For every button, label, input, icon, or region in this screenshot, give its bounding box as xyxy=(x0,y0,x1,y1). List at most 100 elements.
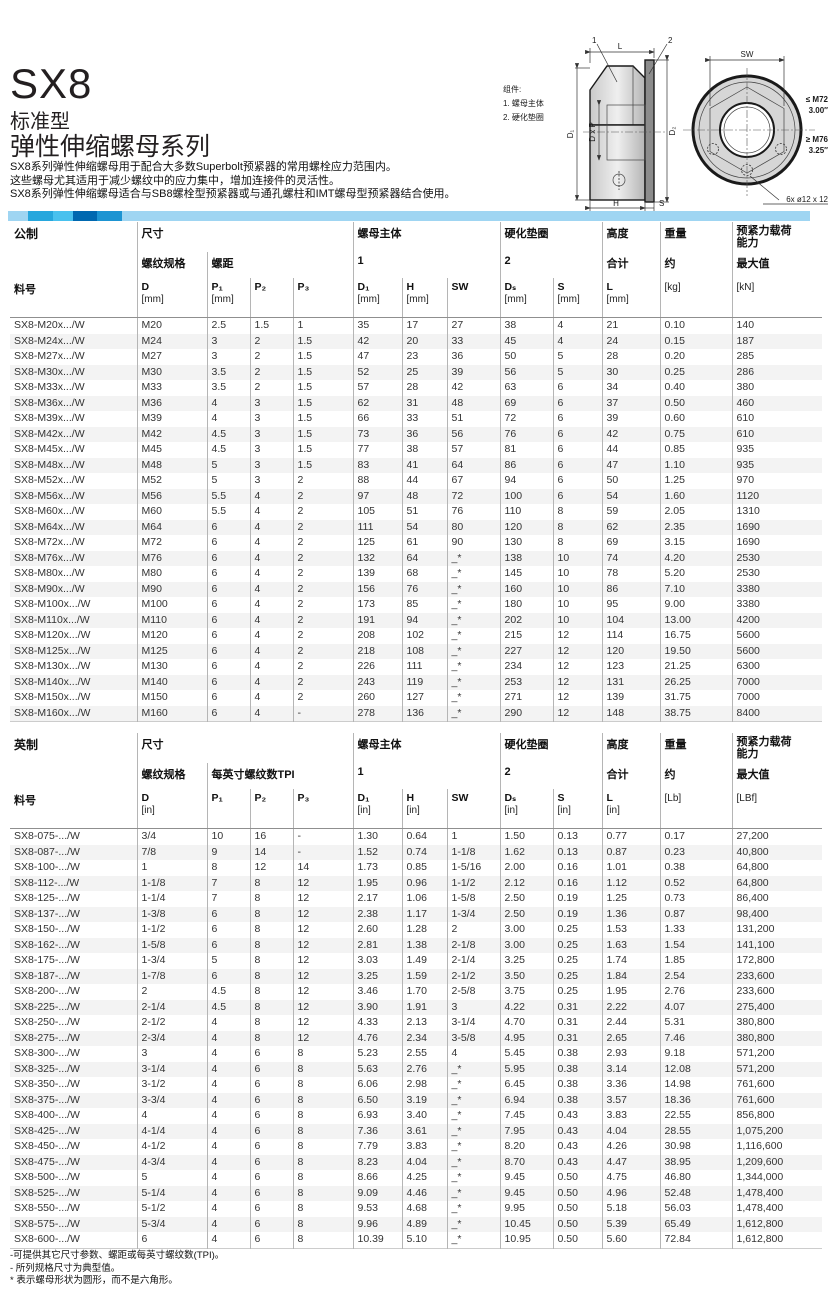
cell: M140 xyxy=(136,674,207,690)
cell: 4.68 xyxy=(401,1201,447,1217)
cell: 44 xyxy=(401,473,447,489)
cell: 0.38 xyxy=(552,1061,603,1077)
cell: 48 xyxy=(446,395,501,411)
cell: 6 xyxy=(206,581,250,597)
cell: 6 xyxy=(206,535,250,551)
cell: 41 xyxy=(401,457,447,473)
part-number-cell: SX8-M24x.../W xyxy=(14,334,85,347)
cell: 8 xyxy=(249,953,293,969)
cell: 5 xyxy=(206,473,250,489)
cell: 3.40 xyxy=(401,1108,447,1124)
cell: 13.00 xyxy=(659,612,733,628)
cell: 95 xyxy=(601,597,661,613)
cell: 2.93 xyxy=(601,1046,661,1062)
cell: _* xyxy=(446,1216,501,1232)
cell: 12 xyxy=(292,906,353,922)
cell: 6 xyxy=(206,906,250,922)
cell: 98,400 xyxy=(731,906,823,922)
table-row: SX8-M76x.../W M76 6 4 2 132 64 _* 138 10 74 4.20 253… xyxy=(10,550,823,566)
cell: 0.16 xyxy=(552,860,603,876)
cell: 243 xyxy=(352,674,402,690)
cell: 4 xyxy=(206,1108,250,1124)
cell: M20 xyxy=(136,317,207,334)
cell: 0.25 xyxy=(552,953,603,969)
cell: 12 xyxy=(292,891,353,907)
cell: 1-3/8 xyxy=(136,906,207,922)
cell: 2 xyxy=(249,333,293,349)
cell: 0.43 xyxy=(552,1123,603,1139)
cell: 38 xyxy=(499,317,554,334)
cell: 0.87 xyxy=(659,906,733,922)
part-number-cell: SX8-125-.../W xyxy=(14,892,80,904)
subheader-weight-approx: 约 xyxy=(659,252,733,278)
cell: 6 xyxy=(206,550,250,566)
cell: 5.20 xyxy=(659,566,733,582)
cell: 6 xyxy=(206,922,250,938)
cell: 1.73 xyxy=(352,860,402,876)
cell: 57 xyxy=(446,442,501,458)
accent-bar xyxy=(8,211,810,221)
cell: 3-1/4 xyxy=(136,1061,207,1077)
cell: 21.25 xyxy=(659,659,733,675)
cell: 260 xyxy=(352,690,402,706)
cell: 3 xyxy=(446,999,501,1015)
cell: _* xyxy=(446,1154,501,1170)
table-row: SX8-162-.../W 1-5/8 6 8 12 2.81 1.38 2-1/8 3.00 0… xyxy=(10,937,823,953)
table-row: SX8-175-.../W 1-3/4 5 8 12 3.03 1.49 2-1/4 3.25 0… xyxy=(10,953,823,969)
table-row: SX8-187-.../W 1-7/8 6 8 12 3.25 1.59 2-1/2 3.50 0… xyxy=(10,968,823,984)
cell: 3380 xyxy=(731,597,823,613)
cell: 4.20 xyxy=(659,550,733,566)
cell: 4 xyxy=(206,1123,250,1139)
cell: 86,400 xyxy=(731,891,823,907)
cell: 31 xyxy=(401,395,447,411)
cell: 6 xyxy=(206,597,250,613)
cell: 4.22 xyxy=(499,999,554,1015)
cell: 46.80 xyxy=(659,1170,733,1186)
cell: 12 xyxy=(292,1030,353,1046)
description-line: 这些螺母尤其适用于减少螺纹中的应力集中，增加连接件的灵活性。 xyxy=(10,174,340,187)
cell: 10 xyxy=(552,612,603,628)
cell: M120 xyxy=(136,628,207,644)
cell: _* xyxy=(446,566,501,582)
cell: 94 xyxy=(499,473,554,489)
cell: _* xyxy=(446,1232,501,1248)
cell: 39 xyxy=(446,364,501,380)
cell: 1.33 xyxy=(659,922,733,938)
cell: 2.35 xyxy=(659,519,733,535)
cell: 1,478,400 xyxy=(731,1201,823,1217)
cell: 8.23 xyxy=(352,1154,402,1170)
cell: 2 xyxy=(292,504,353,520)
cell: 4 xyxy=(249,628,293,644)
column-header: P₃ xyxy=(292,789,353,829)
cell: 3.19 xyxy=(401,1092,447,1108)
cell: 3.83 xyxy=(601,1108,661,1124)
cell: 2.00 xyxy=(499,860,554,876)
cell: 52 xyxy=(352,364,402,380)
cell: 6 xyxy=(249,1139,293,1155)
cell: 44 xyxy=(601,442,661,458)
cell: 5.18 xyxy=(601,1201,661,1217)
cell: 4.5 xyxy=(206,442,250,458)
cell: 8 xyxy=(292,1154,353,1170)
cell: 3 xyxy=(136,1046,207,1062)
cell: 4 xyxy=(249,705,293,722)
part-number-cell: SX8-300-.../W xyxy=(14,1047,80,1059)
cell: 6 xyxy=(249,1170,293,1186)
cell: 3.75 xyxy=(499,984,554,1000)
cell: 8 xyxy=(249,922,293,938)
cell: 1.06 xyxy=(401,891,447,907)
cell: 202 xyxy=(499,612,554,628)
column-header: P₂ xyxy=(249,278,293,318)
cell: M64 xyxy=(136,519,207,535)
column-header: [kN] xyxy=(731,278,823,318)
cell: 19.50 xyxy=(659,643,733,659)
cell: 2.38 xyxy=(352,906,402,922)
cell: 4 xyxy=(249,690,293,706)
cell: 76 xyxy=(401,581,447,597)
cell: 0.85 xyxy=(401,860,447,876)
part-number-cell: SX8-M90x.../W xyxy=(14,582,85,595)
cell: 1.50 xyxy=(499,828,554,845)
cell: 4 xyxy=(249,612,293,628)
cell: 16 xyxy=(249,828,293,845)
cell: 8 xyxy=(552,504,603,520)
